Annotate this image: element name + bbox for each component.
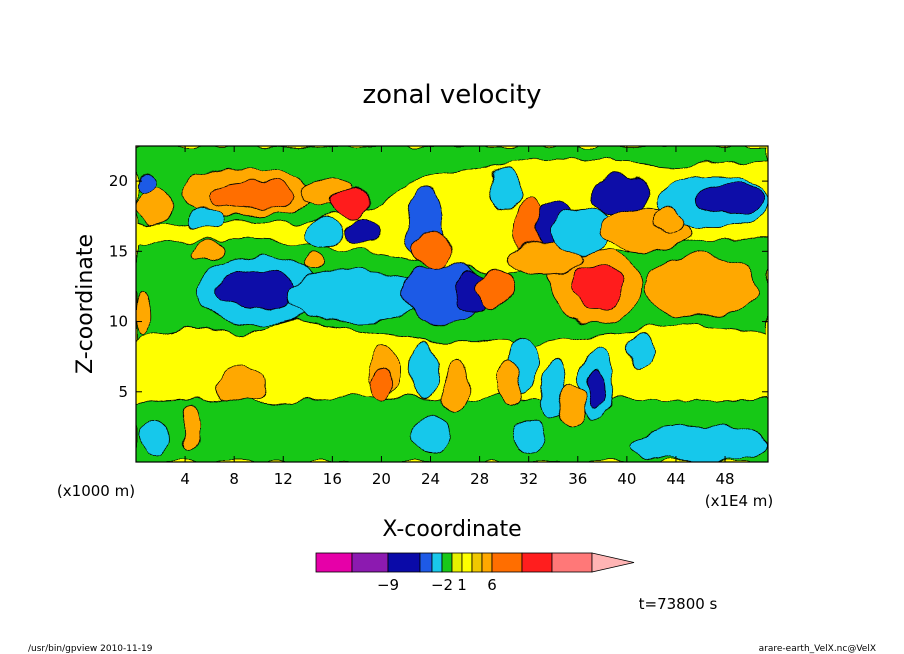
contour-cell (644, 255, 757, 318)
contour-cell (586, 370, 607, 408)
colorbar-swatch (471, 552, 483, 573)
y-axis-label: Z-coordinate (73, 234, 98, 374)
contour-cell (411, 342, 438, 400)
chart-title: zonal velocity (362, 80, 541, 110)
contour-cell (571, 264, 622, 308)
colorbar-swatch (451, 552, 463, 573)
colorbar-swatch (481, 552, 493, 573)
x-tick-label: 4 (180, 470, 190, 488)
x-tick-label: 24 (421, 470, 440, 488)
y-axis-ticks: 5 10 15 20 (109, 172, 768, 401)
colorbar-swatch (491, 552, 523, 573)
contour-cell (485, 166, 524, 210)
contour-cell (136, 187, 174, 226)
y-tick-label: 15 (109, 242, 128, 260)
x-axis-unit-label: (x1E4 m) (705, 492, 774, 510)
colorbar-tick-label: −2 (431, 576, 453, 594)
contour-cell (475, 267, 516, 311)
x-tick-label: 8 (229, 470, 239, 488)
contour-cell (653, 208, 687, 232)
colorbar-extend-arrow (591, 552, 635, 573)
contour-cell (511, 419, 547, 455)
contour-cell (411, 415, 450, 453)
colorbar-swatch (551, 552, 593, 573)
contour-cell (626, 332, 652, 367)
colorbar-tick-label: 1 (457, 576, 467, 594)
colorbar-swatch (387, 552, 421, 573)
x-tick-label: 16 (323, 470, 342, 488)
contour-cell (498, 363, 522, 407)
contour-cell (217, 272, 300, 310)
colorbar-swatch (431, 552, 443, 573)
contour-cell (137, 419, 171, 455)
contour-cell (193, 241, 227, 262)
x-axis-label: X-coordinate (382, 517, 521, 542)
colorbar-tick-label: 6 (487, 576, 497, 594)
contour-cell (136, 293, 152, 336)
colorbar-swatch (441, 552, 453, 573)
contour-cell (211, 180, 294, 210)
x-tick-label: 36 (568, 470, 587, 488)
contour-cell (301, 251, 327, 272)
time-stamp: t=73800 s (639, 595, 718, 613)
footer-left: /usr/bin/gpview 2010-11-19 (28, 644, 153, 654)
colorbar (315, 552, 635, 573)
contour-cell (698, 183, 764, 213)
colorbar-swatch (315, 552, 353, 573)
contour-cell (371, 370, 392, 400)
colorbar-swatch (461, 552, 473, 573)
contour-cell (509, 239, 585, 278)
contour-cell (184, 204, 223, 228)
plot-frame (135, 145, 769, 463)
colorbar-tick-label: −9 (377, 576, 399, 594)
contour-cell (344, 215, 382, 245)
colorbar-swatch (419, 552, 433, 573)
contour-cell (632, 425, 768, 462)
y-axis-unit-label: (x1000 m) (57, 482, 135, 500)
x-axis-ticks: 4 8 12 16 20 24 28 32 36 40 44 48 (180, 146, 735, 488)
colorbar-swatch (351, 552, 389, 573)
contour-cell (180, 403, 202, 450)
colorbar-swatch (521, 552, 553, 573)
contour-field (136, 146, 768, 462)
y-tick-label: 20 (109, 172, 128, 190)
y-tick-label: 10 (109, 313, 128, 331)
y-tick-label: 5 (118, 383, 128, 401)
plot-area (136, 146, 768, 462)
contour-cell (303, 218, 344, 248)
contour-cell (559, 384, 585, 428)
contour-cell (414, 231, 452, 266)
x-tick-label: 28 (470, 470, 489, 488)
contour-cell (215, 366, 266, 404)
footer-right: arare-earth_VelX.nc@VelX (759, 644, 876, 654)
contour-cell (442, 356, 468, 414)
x-tick-label: 48 (716, 470, 735, 488)
x-tick-label: 12 (274, 470, 293, 488)
x-tick-label: 40 (617, 470, 636, 488)
x-tick-label: 44 (666, 470, 685, 488)
contour-cell (136, 173, 158, 195)
x-tick-label: 32 (519, 470, 538, 488)
x-tick-label: 20 (372, 470, 391, 488)
contour-cell (330, 187, 371, 217)
colorbar-tick-labels: −9 −2 1 6 (377, 576, 497, 594)
